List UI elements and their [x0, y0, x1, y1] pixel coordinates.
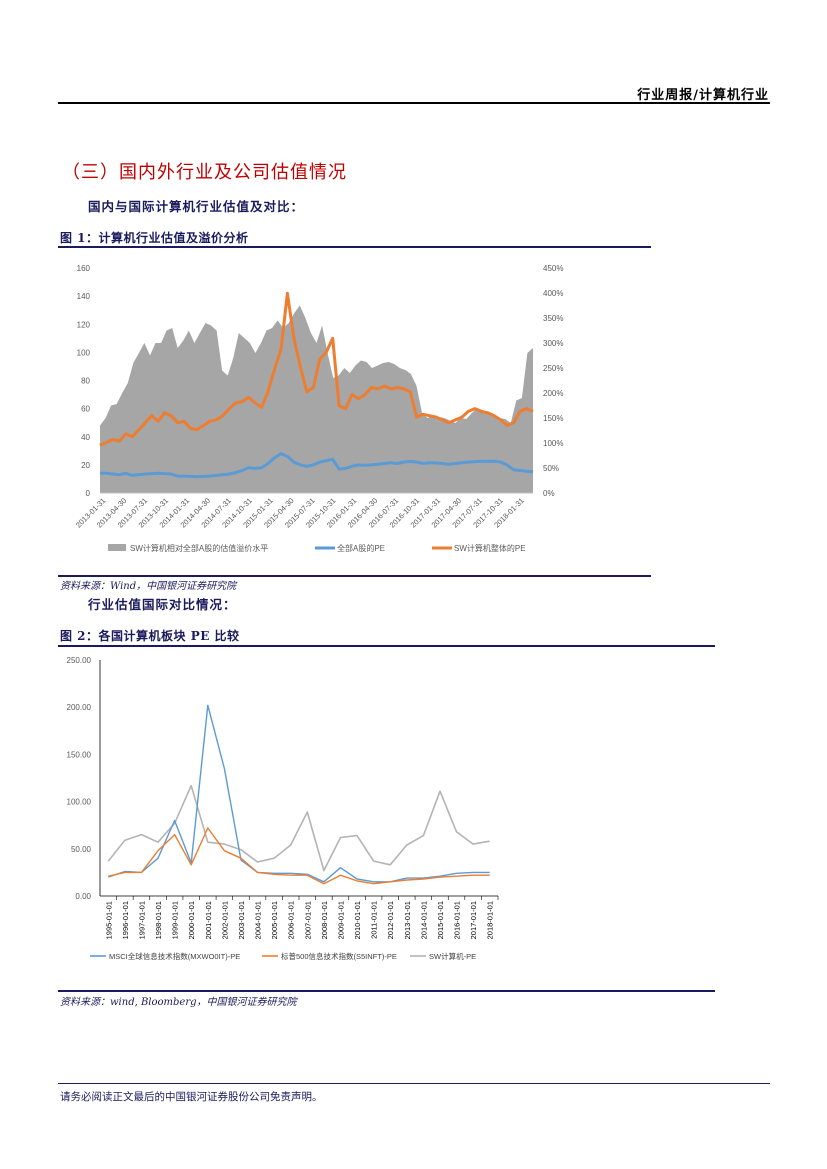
x-tick-label: 1997-01-01: [137, 901, 146, 939]
y-tick-label: 50.00: [71, 845, 92, 854]
y-tick-label: 0.00: [75, 892, 91, 901]
x-tick-label: 1996-01-01: [121, 901, 130, 939]
x-tick-label: 2011-01-01: [370, 901, 379, 939]
section-title: （三）国内外行业及公司估值情况: [62, 162, 347, 183]
legend-swatch-premium: [108, 544, 126, 551]
series-sw-line: [107, 784, 490, 872]
y-tick-label: 100.00: [67, 798, 92, 807]
x-tick-label: 2018-01-01: [486, 901, 495, 939]
x-tick-label: 2003-01-01: [237, 901, 246, 939]
series-sw-line: [99, 291, 534, 447]
legend-label: SW计算机相对全部A股的估值溢价水平: [130, 543, 268, 553]
y-left-tick-label: 20: [81, 461, 90, 470]
y-right-tick-label: 0%: [543, 489, 555, 498]
y-tick-label: 200.00: [67, 703, 92, 712]
y-right-tick-label: 200%: [543, 389, 563, 398]
figure2-top-rule: [58, 645, 715, 647]
x-tick-label: 2000-01-01: [187, 901, 196, 939]
y-left-tick-label: 120: [77, 320, 91, 329]
x-tick-label: 2007-01-01: [303, 901, 312, 939]
y-right-tick-label: 400%: [543, 289, 563, 298]
y-left-tick-label: 80: [81, 377, 90, 386]
footer-disclaimer: 请务必阅读正文最后的中国银河证券股份公司免责声明。: [60, 1091, 323, 1103]
x-tick-label: 2016-01-01: [453, 901, 462, 939]
subtitle-domestic-international: 国内与国际计算机行业估值及对比：: [88, 199, 305, 214]
y-tick-label: 150.00: [67, 750, 92, 759]
y-right-tick-label: 50%: [543, 464, 559, 473]
y-right-tick-label: 150%: [543, 414, 563, 423]
header-divider: [58, 102, 770, 104]
x-tick-label: 2001-01-01: [204, 901, 213, 939]
x-tick-label: 2008-01-01: [320, 901, 329, 939]
x-tick-label: 2014-01-01: [419, 901, 428, 939]
chart-valuation-premium: 0 20 40 60 80 100 120 140 160 0% 50% 100% 150% 200% 25…: [74, 264, 564, 553]
figure1-caption: 图 1：计算机行业估值及溢价分析: [60, 231, 249, 245]
figure2-bottom-rule: [58, 990, 715, 992]
y-left-tick-label: 60: [81, 405, 90, 414]
y-left-tick-label: 140: [77, 292, 91, 301]
x-tick-label: 2005-01-01: [270, 901, 279, 939]
series-all-a-line: [100, 452, 534, 479]
series-msci-line: [108, 704, 490, 883]
y-left-tick-label: 160: [77, 264, 91, 273]
x-tick-label: 2009-01-01: [336, 901, 345, 939]
y-right-tick-label: 450%: [543, 264, 563, 273]
legend-label: SW计算机-PE: [429, 951, 476, 961]
y-right-tick-label: 100%: [543, 439, 563, 448]
y-left-tick-label: 40: [81, 433, 90, 442]
legend-label: MSCI全球信息技术指数(MXWO0IT)-PE: [109, 951, 240, 961]
y-right-tick-label: 350%: [543, 314, 563, 323]
figure2-caption: 图 2：各国计算机板块 PE 比较: [60, 629, 240, 643]
x-tick-label: 2017-01-01: [469, 901, 478, 939]
x-tick-label: 1998-01-01: [154, 901, 163, 939]
series-premium-area: [100, 305, 533, 493]
x-tick-label: 2002-01-01: [220, 901, 229, 939]
chart-international-pe: 0.00 50.00 100.00 150.00 200.00 250.00 1995-01…: [67, 656, 499, 961]
x-tick-label: 2012-01-01: [386, 901, 395, 939]
x-tick-label: 2004-01-01: [254, 901, 263, 939]
x-tick-label: 1999-01-01: [171, 901, 180, 939]
figure1-top-rule: [58, 246, 651, 248]
legend-label: SW计算机整体的PE: [454, 543, 526, 553]
y-left-tick-label: 100: [77, 348, 91, 357]
legend-label: 全部A股的PE: [337, 543, 385, 553]
x-tick-label: 2013-01-01: [403, 901, 412, 939]
legend-label: 标普500信息技术指数(S5INFT)-PE: [281, 951, 397, 961]
x-tick-label: 1995-01-01: [104, 901, 113, 939]
x-tick-label: 2006-01-01: [287, 901, 296, 939]
y-right-tick-label: 300%: [543, 339, 563, 348]
page-header-title: 行业周报/计算机行业: [637, 88, 769, 103]
x-tick-label: 2010-01-01: [353, 901, 362, 939]
y-right-tick-label: 250%: [543, 364, 563, 373]
footer-divider: [58, 1083, 770, 1084]
figure2-source: 资料来源：wind, Bloomberg，中国银河证券研究院: [60, 997, 297, 1008]
series-sp500-line: [108, 827, 490, 885]
y-left-tick-label: 0: [86, 489, 91, 498]
subtitle-international-comparison: 行业估值国际对比情况：: [88, 597, 237, 612]
figure1-source: 资料来源：Wind，中国银河证券研究院: [60, 581, 237, 592]
y-tick-label: 250.00: [67, 656, 92, 665]
x-tick-label: 2015-01-01: [436, 901, 445, 939]
figure1-bottom-rule: [58, 575, 651, 577]
